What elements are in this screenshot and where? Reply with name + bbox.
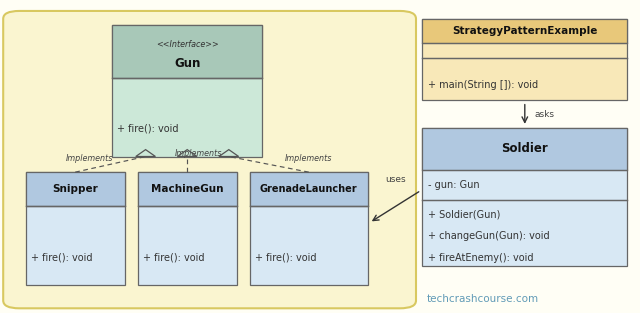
Text: Implements: Implements [285, 154, 332, 163]
Text: MachineGun: MachineGun [151, 184, 223, 194]
Text: + changeGun(Gun): void: + changeGun(Gun): void [428, 231, 549, 241]
Text: + fire(): void: + fire(): void [143, 252, 204, 262]
FancyBboxPatch shape [422, 128, 627, 170]
Text: + fire(): void: + fire(): void [31, 252, 92, 262]
Text: <<Interface>>: <<Interface>> [156, 40, 219, 49]
FancyBboxPatch shape [26, 172, 125, 206]
Text: techcrashcourse.com: techcrashcourse.com [427, 294, 540, 304]
Text: + Soldier(Gun): + Soldier(Gun) [428, 209, 500, 219]
Text: + main(String []): void: + main(String []): void [428, 80, 538, 90]
Text: Gun: Gun [174, 57, 200, 69]
Text: Soldier: Soldier [501, 142, 548, 156]
Text: uses: uses [385, 176, 406, 184]
FancyBboxPatch shape [422, 19, 627, 100]
Text: StrategyPatternExample: StrategyPatternExample [452, 26, 598, 36]
Text: Snipper: Snipper [52, 184, 98, 194]
Text: Implements: Implements [65, 154, 113, 163]
Text: Implements: Implements [174, 150, 222, 158]
FancyBboxPatch shape [112, 25, 262, 156]
Text: - gun: Gun: - gun: Gun [428, 180, 479, 190]
FancyBboxPatch shape [26, 172, 125, 285]
FancyBboxPatch shape [422, 128, 627, 266]
FancyBboxPatch shape [112, 25, 262, 78]
FancyBboxPatch shape [422, 19, 627, 43]
FancyBboxPatch shape [138, 172, 237, 285]
FancyBboxPatch shape [250, 172, 368, 206]
Text: GrenadeLauncher: GrenadeLauncher [260, 184, 358, 194]
Text: + fire(): void: + fire(): void [117, 124, 179, 134]
FancyBboxPatch shape [3, 11, 416, 308]
FancyBboxPatch shape [138, 172, 237, 206]
Text: asks: asks [534, 110, 554, 119]
FancyBboxPatch shape [250, 172, 368, 285]
Text: + fireAtEnemy(): void: + fireAtEnemy(): void [428, 253, 533, 263]
Text: + fire(): void: + fire(): void [255, 252, 316, 262]
